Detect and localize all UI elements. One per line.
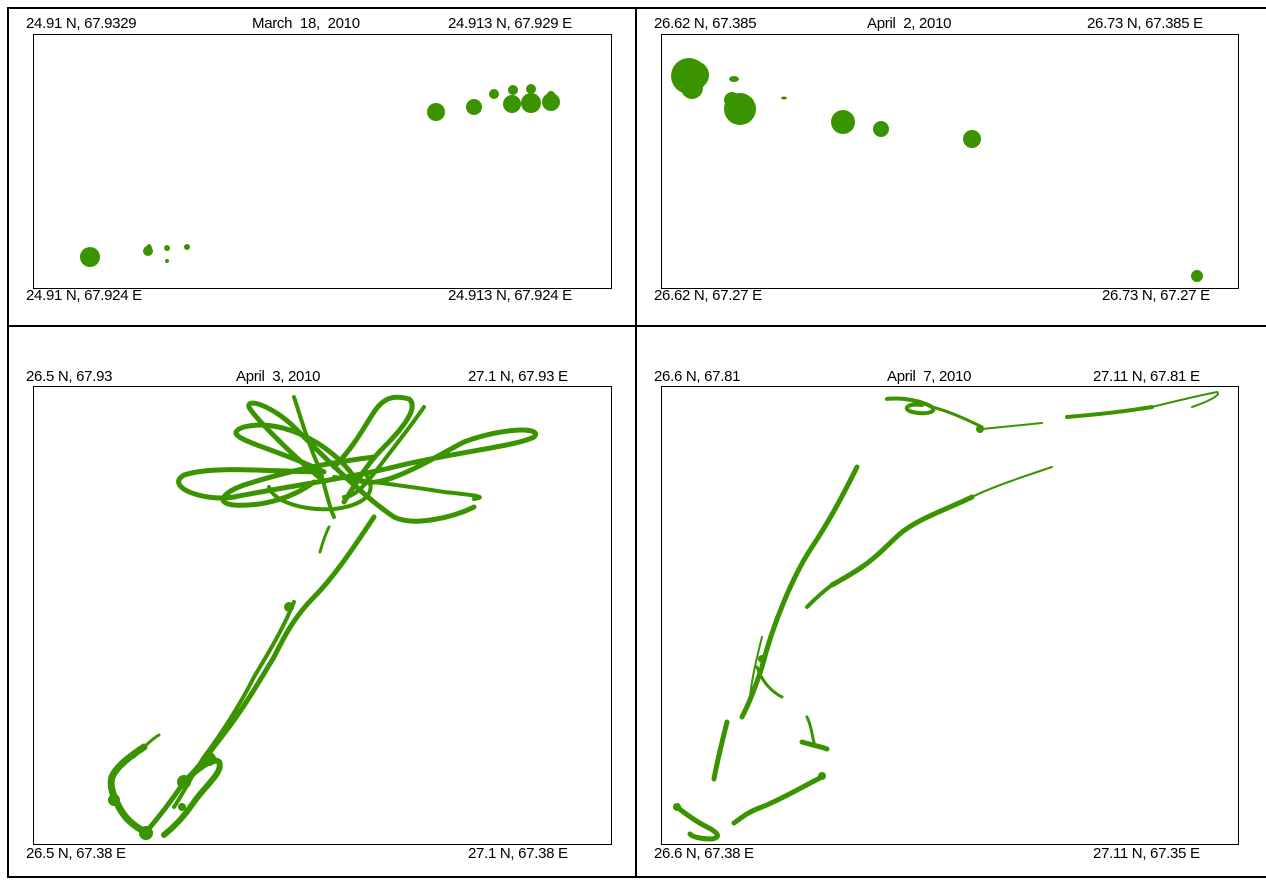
- track-point: [508, 85, 518, 95]
- map-panel-march-18: 24.91 N, 67.9329 March 18, 2010 24.913 N…: [7, 7, 636, 326]
- track-point: [818, 772, 826, 780]
- corner-label-bottom-right: 26.73 N, 67.27 E: [1102, 287, 1210, 304]
- corner-label-bottom-left: 26.5 N, 67.38 E: [26, 845, 126, 862]
- track-line: [749, 636, 763, 698]
- track-point: [164, 245, 170, 251]
- track-point: [503, 95, 521, 113]
- track-line: [885, 396, 936, 416]
- corner-label-top-right: 24.913 N, 67.929 E: [448, 15, 572, 32]
- track-point: [489, 89, 499, 99]
- track-line: [755, 665, 784, 699]
- map-grid: 24.91 N, 67.9329 March 18, 2010 24.913 N…: [7, 7, 1266, 878]
- track-line: [930, 405, 984, 429]
- corner-label-top-left: 24.91 N, 67.9329: [26, 15, 137, 32]
- track-plot-frame: [33, 34, 612, 289]
- track-plot-frame: [661, 34, 1239, 289]
- track-line: [829, 494, 975, 588]
- track-point: [184, 244, 190, 250]
- track-point: [681, 61, 709, 89]
- track-line: [332, 475, 482, 501]
- track-point: [724, 93, 756, 125]
- track-line: [805, 715, 816, 744]
- track-line: [731, 774, 825, 826]
- track-line: [246, 400, 477, 524]
- track-line: [132, 733, 161, 759]
- corner-label-top-left: 26.5 N, 67.93: [26, 368, 113, 385]
- track-point: [729, 76, 739, 82]
- track-point: [963, 130, 981, 148]
- track-point: [673, 803, 681, 811]
- vessel-track-plot: [671, 58, 1203, 282]
- track-point: [178, 803, 186, 811]
- corner-label-bottom-right: 27.11 N, 67.35 E: [1093, 845, 1200, 862]
- track-point: [427, 103, 445, 121]
- track-plot-frame: [33, 386, 612, 845]
- track-line: [971, 466, 1053, 498]
- track-point: [139, 826, 153, 840]
- track-point: [466, 99, 482, 115]
- grid-divider-vertical: [635, 7, 637, 878]
- grid-divider-horizontal: [7, 325, 1266, 327]
- track-point: [976, 425, 984, 433]
- vessel-track-plot: [107, 394, 539, 840]
- corner-label-top-left: 26.62 N, 67.385: [654, 15, 757, 32]
- grid-border-left: [7, 7, 9, 878]
- track-line: [318, 525, 331, 554]
- panel-date: April 2, 2010: [867, 15, 952, 32]
- corner-label-top-left: 26.6 N, 67.81: [654, 368, 741, 385]
- corner-label-bottom-left: 24.91 N, 67.924 E: [26, 287, 142, 304]
- track-point: [80, 247, 100, 267]
- track-line: [674, 804, 720, 842]
- track-line: [342, 405, 426, 499]
- track-line: [267, 470, 373, 512]
- track-line: [981, 422, 1043, 430]
- track-point: [831, 110, 855, 134]
- track-point: [873, 121, 889, 137]
- corner-label-bottom-left: 26.6 N, 67.38 E: [654, 845, 754, 862]
- track-line: [107, 743, 150, 836]
- corner-label-bottom-right: 24.913 N, 67.924 E: [448, 287, 572, 304]
- track-point: [177, 775, 191, 789]
- track-point: [758, 655, 766, 663]
- track-line: [176, 422, 539, 501]
- vessel-track-plot: [673, 391, 1219, 842]
- track-line: [331, 394, 415, 505]
- track-line: [739, 464, 860, 720]
- track-point: [202, 752, 216, 766]
- map-panel-april-7: 26.6 N, 67.81 April 7, 2010 27.11 N, 67.…: [636, 326, 1266, 878]
- track-point: [542, 93, 560, 111]
- corner-label-top-right: 26.73 N, 67.385 E: [1087, 15, 1203, 32]
- panel-date: March 18, 2010: [252, 15, 360, 32]
- track-point: [165, 259, 169, 263]
- track-point: [521, 93, 541, 113]
- track-line: [292, 395, 336, 519]
- track-line: [1151, 391, 1219, 408]
- map-panel-april-2: 26.62 N, 67.385 April 2, 2010 26.73 N, 6…: [636, 7, 1266, 326]
- track-point: [108, 794, 120, 806]
- panel-date: April 7, 2010: [887, 368, 972, 385]
- track-line: [711, 719, 730, 782]
- corner-label-bottom-left: 26.62 N, 67.27 E: [654, 287, 762, 304]
- track-point: [781, 96, 787, 100]
- track-point: [284, 602, 294, 612]
- corner-label-top-right: 27.11 N, 67.81 E: [1093, 368, 1200, 385]
- track-point: [526, 84, 536, 94]
- corner-label-top-right: 27.1 N, 67.93 E: [468, 368, 568, 385]
- track-line: [1065, 405, 1154, 419]
- corner-label-bottom-right: 27.1 N, 67.38 E: [468, 845, 568, 862]
- track-point: [146, 244, 152, 254]
- track-line: [805, 583, 834, 609]
- track-line: [799, 739, 830, 752]
- track-point: [1191, 270, 1203, 282]
- vessel-track-plot: [80, 84, 560, 267]
- track-plot-frame: [661, 386, 1239, 845]
- panel-date: April 3, 2010: [236, 368, 321, 385]
- track-point: [547, 91, 555, 99]
- map-panel-april-3: 26.5 N, 67.93 April 3, 2010 27.1 N, 67.9…: [7, 326, 636, 878]
